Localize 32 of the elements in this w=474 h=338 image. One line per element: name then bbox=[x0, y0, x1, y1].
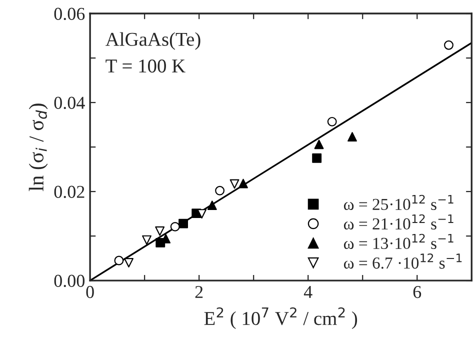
point bbox=[114, 256, 124, 266]
x-tick-label: 4 bbox=[304, 286, 312, 298]
y-tick-label: 0.00 bbox=[54, 274, 85, 288]
x-tick-label: 0 bbox=[86, 286, 94, 298]
annotation: AlGaAs(Te) bbox=[106, 32, 200, 50]
point bbox=[238, 178, 248, 188]
annotation: T = 100 K bbox=[106, 59, 186, 73]
y-tick-label: 0.04 bbox=[54, 96, 85, 110]
point bbox=[142, 235, 152, 245]
legend-label: ω = 25·10$^{12}$ s$^{−1}$ bbox=[344, 194, 454, 210]
point bbox=[314, 140, 324, 150]
legend-label: ω = 6.7 ·10$^{12}$ s$^{−1}$ bbox=[344, 253, 462, 269]
y-tick-label: 0.02 bbox=[54, 186, 84, 198]
y-tick-label: 0.06 bbox=[54, 8, 85, 20]
point bbox=[444, 40, 454, 50]
y-axis-title: ln (σ$_{i}$ / σ$_{d}$) bbox=[28, 104, 48, 192]
point bbox=[230, 179, 240, 189]
point bbox=[312, 153, 322, 163]
point bbox=[327, 116, 337, 126]
text: E$^{2}$ ( 10$^{7}$ V$^{2}$ / cm$^{2}$ ) bbox=[204, 307, 358, 330]
legend-label: ω = 13·10$^{12}$ s$^{−1}$ bbox=[344, 234, 454, 250]
point bbox=[348, 132, 357, 142]
point bbox=[207, 200, 217, 210]
legend-label: ω = 21·10$^{12}$ s$^{−1}$ bbox=[344, 214, 454, 230]
x-tick-label: 6 bbox=[413, 286, 422, 298]
point bbox=[155, 226, 165, 236]
point bbox=[215, 186, 225, 196]
point bbox=[124, 258, 134, 268]
point bbox=[170, 222, 180, 232]
point bbox=[178, 218, 188, 228]
point bbox=[197, 209, 207, 219]
x-tick-label: 2 bbox=[195, 286, 203, 298]
